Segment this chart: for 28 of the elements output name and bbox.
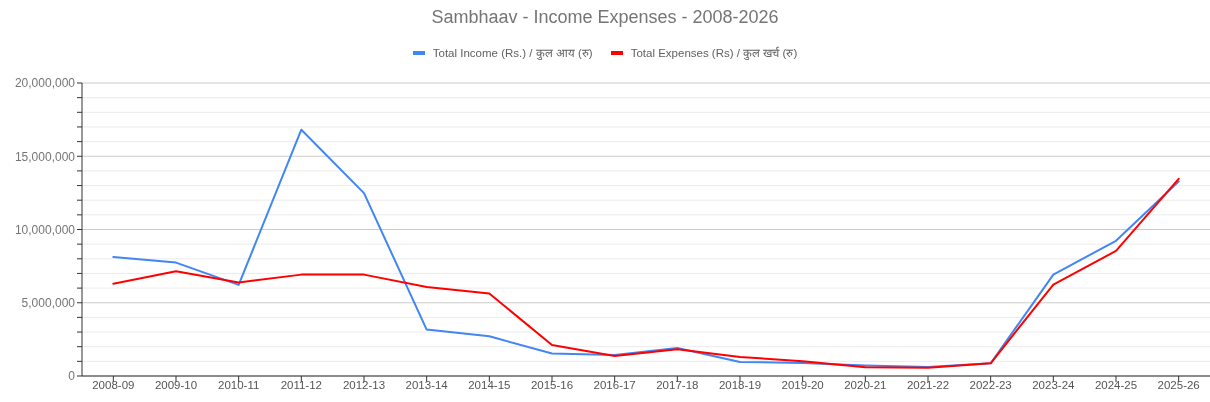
line-series <box>112 128 1180 368</box>
x-tick-label: 2021-22 <box>906 379 950 392</box>
x-tick-label: 2015-16 <box>530 379 574 392</box>
y-tick-label: 20,000,000 <box>14 76 76 91</box>
chart-title: Sambhaav - Income Expenses - 2008-2026 <box>430 7 780 28</box>
x-tick-label: 2018-19 <box>718 379 762 392</box>
x-tick-label: 2022-23 <box>969 379 1012 392</box>
x-tick-label: 2025-26 <box>1157 379 1200 392</box>
y-tick-label: 5,000,000 <box>21 296 76 311</box>
x-tick-label: 2010-11 <box>217 379 260 392</box>
x-tick-label: 2013-14 <box>405 379 449 392</box>
x-tick-label: 2008-09 <box>92 379 135 392</box>
x-tick-label: 2023-24 <box>1032 379 1076 392</box>
legend-label: Total Income (Rs.) / कुल आय (रु) <box>432 46 593 60</box>
x-tick-label: 2012-13 <box>342 379 386 392</box>
y-tick-label: 15,000,000 <box>14 149 76 164</box>
x-tick-label: 2009-10 <box>154 379 198 392</box>
x-tick-label: 2024-25 <box>1094 379 1138 392</box>
x-tick-label: 2016-17 <box>593 379 636 392</box>
legend-label: Total Expenses (Rs) / कुल खर्च (रु) <box>630 45 798 60</box>
line-series <box>112 177 1180 369</box>
y-tick-label: 10,000,000 <box>14 222 76 237</box>
y-tick-label: 0 <box>68 369 76 384</box>
x-tick-label: 2017-18 <box>656 379 699 392</box>
x-tick-label: 2014-15 <box>468 379 511 392</box>
x-tick-label: 2020-21 <box>844 379 887 392</box>
x-tick-label: 2019-20 <box>781 379 824 392</box>
x-tick-label: 2011-12 <box>280 379 323 392</box>
